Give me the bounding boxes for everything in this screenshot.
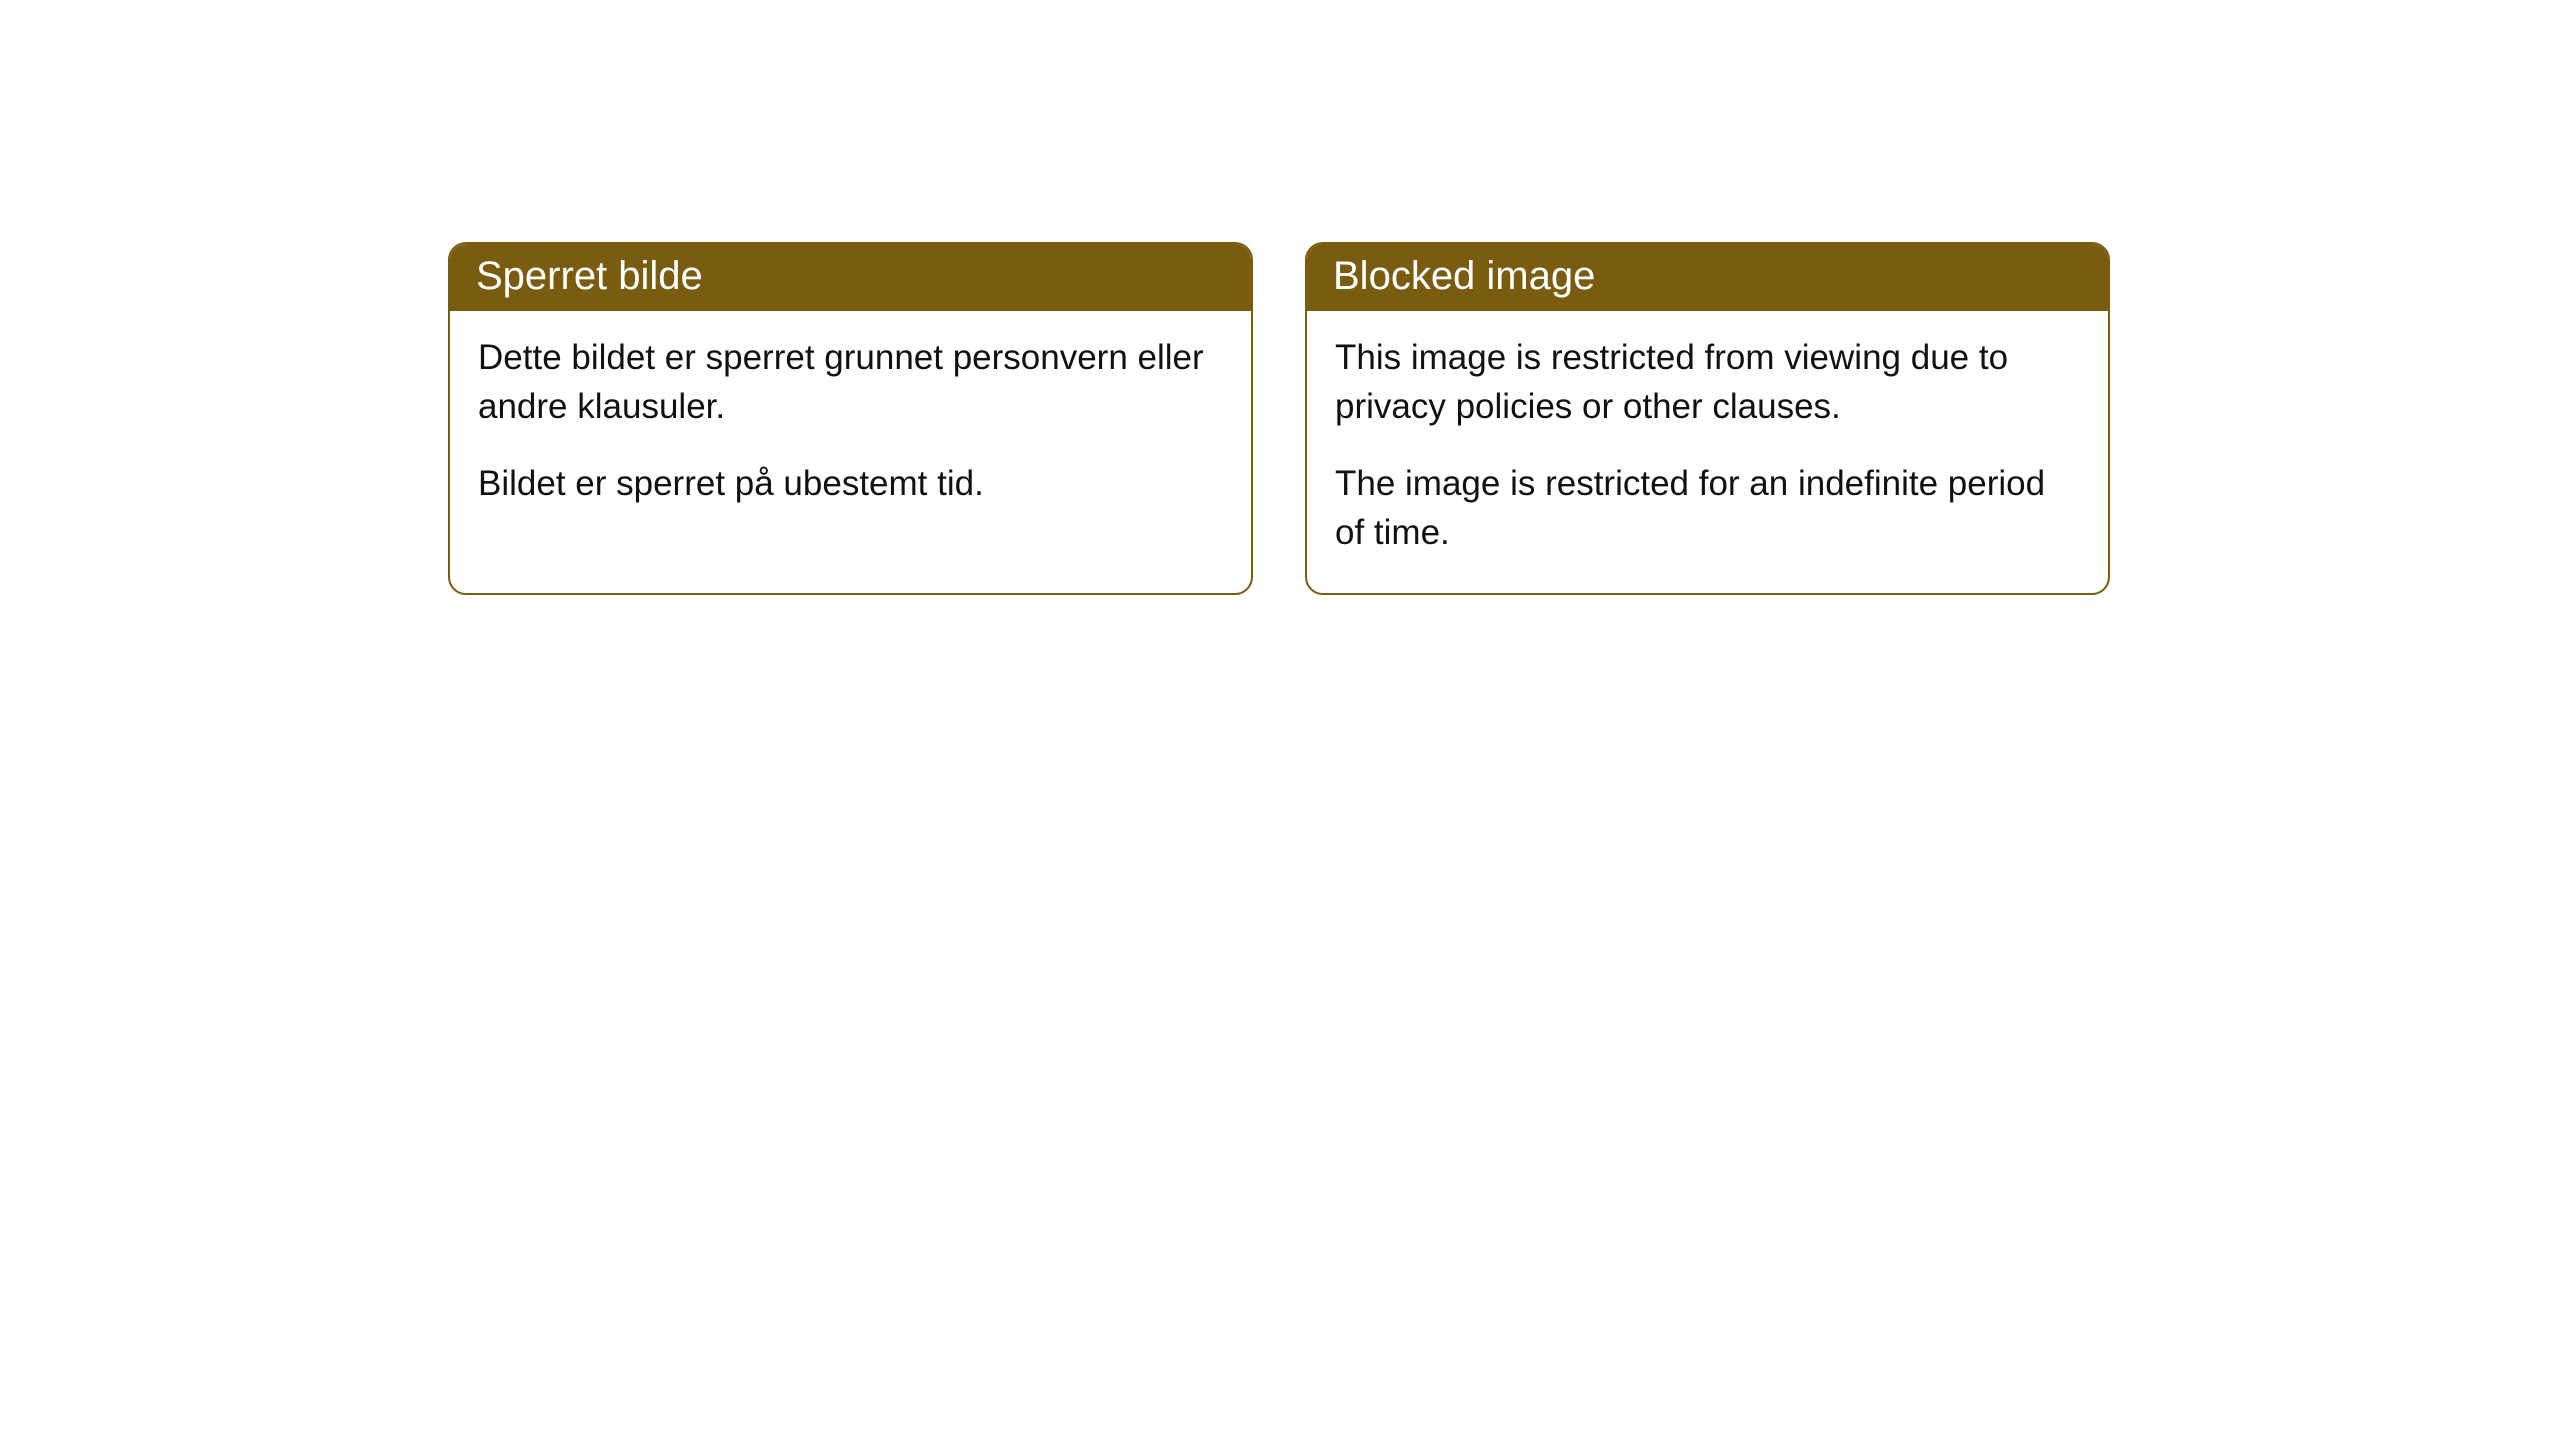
card-body-english: This image is restricted from viewing du… [1307,311,2108,593]
notice-card-english: Blocked image This image is restricted f… [1305,242,2110,595]
card-body-norwegian: Dette bildet er sperret grunnet personve… [450,311,1251,544]
card-text-paragraph: The image is restricted for an indefinit… [1335,459,2080,557]
card-header-english: Blocked image [1307,244,2108,311]
card-text-paragraph: Dette bildet er sperret grunnet personve… [478,333,1223,431]
card-title: Sperret bilde [476,254,703,298]
card-title: Blocked image [1333,254,1595,298]
card-text-paragraph: Bildet er sperret på ubestemt tid. [478,459,1223,508]
card-text-paragraph: This image is restricted from viewing du… [1335,333,2080,431]
notice-cards-container: Sperret bilde Dette bildet er sperret gr… [448,242,2110,595]
notice-card-norwegian: Sperret bilde Dette bildet er sperret gr… [448,242,1253,595]
card-header-norwegian: Sperret bilde [450,244,1251,311]
